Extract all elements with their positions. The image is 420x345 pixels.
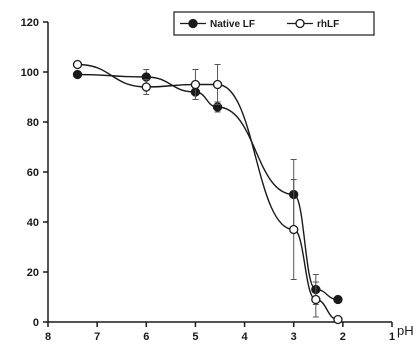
legend-label: rhLF (317, 19, 339, 30)
x-tick-label: 2 (340, 331, 346, 343)
axes: 0 20 40 60 80 100 120 8 7 6 5 4 3 2 1 (21, 17, 395, 343)
x-tick-label: 7 (94, 331, 100, 343)
y-tick-label: 40 (27, 217, 39, 229)
series-layer (72, 59, 343, 325)
y-tick-label: 120 (21, 17, 39, 29)
data-point (72, 69, 83, 80)
series-native-lf (72, 69, 343, 305)
y-tick-label: 60 (27, 167, 39, 179)
legend-box (173, 11, 375, 36)
data-point (141, 82, 151, 92)
legend-label: Native LF (210, 19, 255, 30)
data-point (333, 314, 343, 325)
x-tick-label: 4 (242, 331, 249, 343)
series-line (77, 63, 339, 321)
legend: Native LF rhLF (173, 11, 375, 36)
y-tick-label: 0 (33, 317, 39, 329)
legend-marker (188, 18, 198, 29)
data-point (333, 294, 343, 305)
data-point (289, 224, 299, 235)
x-tick-label: 8 (45, 331, 51, 343)
data-point (190, 79, 201, 90)
x-tick-label: 1 (389, 331, 395, 343)
data-point (212, 79, 223, 90)
data-point (311, 294, 321, 305)
y-tick-label: 20 (27, 267, 39, 279)
x-tick-label: 5 (192, 331, 198, 343)
x-tick-label: 3 (291, 331, 297, 343)
data-point (72, 59, 83, 70)
x-axis-title: pH (397, 323, 414, 338)
series-line (77, 73, 338, 301)
y-tick-label: 100 (21, 67, 39, 79)
legend-marker (295, 18, 305, 29)
x-tick-label: 6 (143, 331, 149, 343)
series-rhlf (72, 59, 343, 325)
y-tick-label: 80 (27, 117, 39, 129)
